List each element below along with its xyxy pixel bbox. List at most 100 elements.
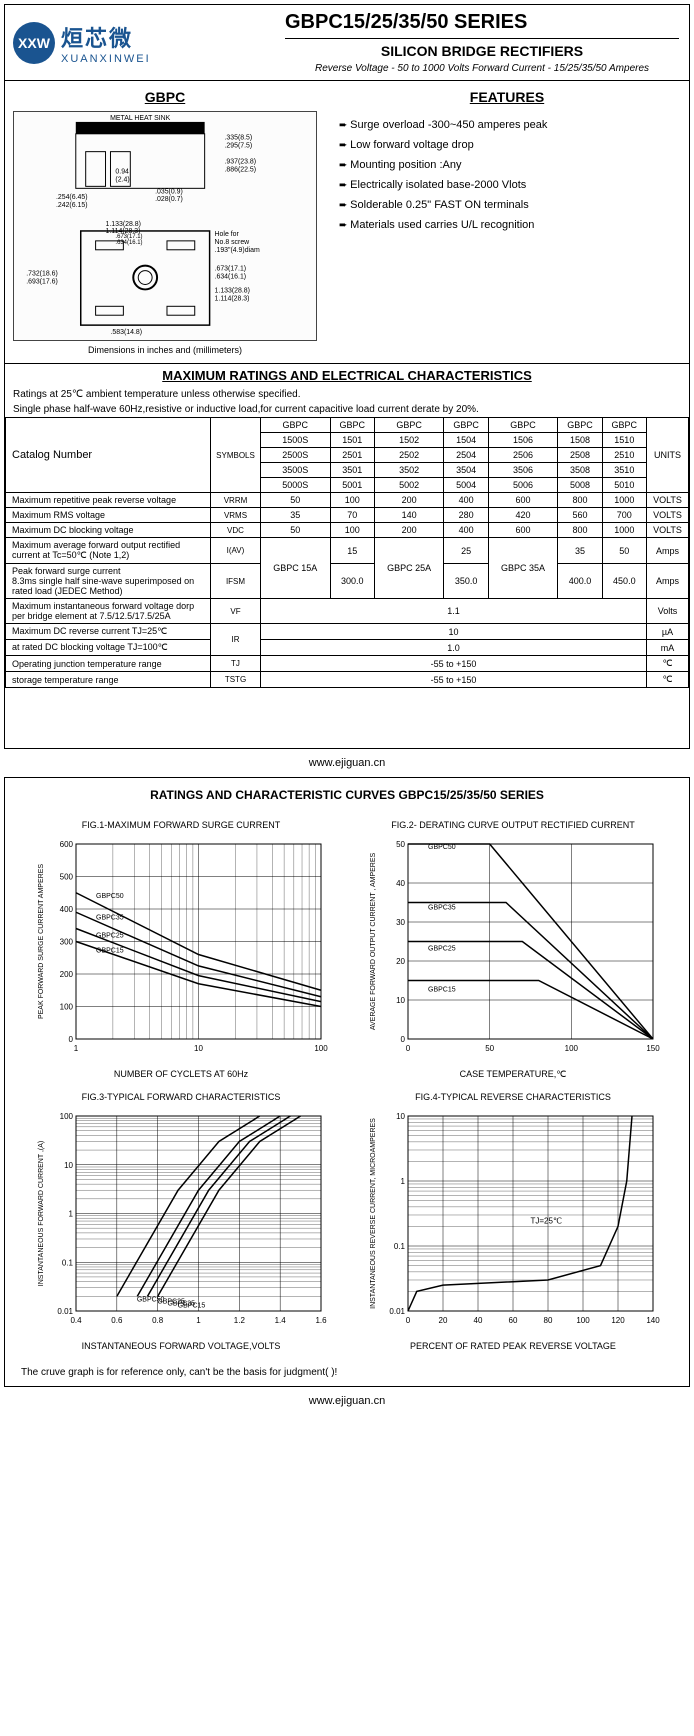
svg-text:1.133(28.8): 1.133(28.8) — [215, 287, 250, 294]
svg-text:.693(17.6): .693(17.6) — [26, 278, 58, 285]
fig2: FIG.2- DERATING CURVE OUTPUT RECTIFIED C… — [353, 820, 673, 1080]
svg-text:.634(16.1): .634(16.1) — [115, 240, 142, 246]
fig1: FIG.1-MAXIMUM FORWARD SURGE CURRENT 0100… — [21, 820, 341, 1080]
svg-text:60: 60 — [509, 1316, 518, 1325]
svg-text:0.94: 0.94 — [115, 168, 129, 175]
svg-text:.335(8.5): .335(8.5) — [224, 135, 252, 142]
feature-item: Low forward voltage drop — [339, 139, 675, 151]
spec-table: Catalog Number SYMBOLS GBPCGBPCGBPCGBPCG… — [5, 417, 689, 688]
svg-text:.028(0.7): .028(0.7) — [155, 196, 183, 203]
spec-line: Reverse Voltage - 50 to 1000 Volts Forwa… — [285, 63, 679, 74]
package-drawing: METAL HEAT SINK .335(8.5) .295(7.5) .937… — [13, 111, 317, 341]
package-cell: GBPC METAL HEAT SINK .335(8.5) .295(7.5)… — [5, 81, 325, 363]
svg-text:10: 10 — [396, 1112, 405, 1121]
svg-text:1: 1 — [401, 1177, 406, 1186]
svg-text:GBPC15: GBPC15 — [178, 1302, 206, 1309]
svg-text:GBPC25: GBPC25 — [96, 933, 124, 940]
fig2-chart: 01020304050050100150GBPC50GBPC35GBPC25GB… — [353, 834, 673, 1064]
sub-title: SILICON BRIDGE RECTIFIERS — [285, 43, 679, 59]
logo-text: 烜芯微 XUANXINWEI — [61, 21, 151, 65]
svg-text:80: 80 — [544, 1316, 553, 1325]
fig2-caption: FIG.2- DERATING CURVE OUTPUT RECTIFIED C… — [353, 820, 673, 830]
svg-text:300: 300 — [60, 938, 74, 947]
svg-text:METAL HEAT SINK: METAL HEAT SINK — [110, 115, 171, 122]
svg-text:No.8 screw: No.8 screw — [215, 239, 251, 246]
svg-text:1: 1 — [69, 1210, 74, 1219]
svg-text:.295(7.5): .295(7.5) — [224, 143, 252, 150]
svg-text:30: 30 — [396, 918, 405, 927]
header: XXW 烜芯微 XUANXINWEI GBPC15/25/35/50 SERIE… — [5, 5, 689, 81]
svg-text:10: 10 — [396, 996, 405, 1005]
svg-text:.673(17.1): .673(17.1) — [215, 266, 247, 273]
svg-text:GBPC15: GBPC15 — [96, 948, 124, 955]
svg-text:(2.4): (2.4) — [115, 176, 129, 183]
catalog-label: Catalog Number — [6, 418, 211, 493]
footer-url-1: www.ejiguan.cn — [0, 753, 694, 773]
footer-url-2: www.ejiguan.cn — [0, 1391, 694, 1411]
svg-text:.937(23.8): .937(23.8) — [224, 159, 256, 166]
svg-text:.242(6.15): .242(6.15) — [56, 202, 88, 209]
svg-text:20: 20 — [396, 957, 405, 966]
logo-block: XXW 烜芯微 XUANXINWEI — [5, 5, 275, 80]
svg-text:0.6: 0.6 — [111, 1316, 123, 1325]
ratings-section-title: MAXIMUM RATINGS AND ELECTRICAL CHARACTER… — [5, 363, 689, 387]
svg-text:0: 0 — [406, 1316, 411, 1325]
svg-text:GBPC50: GBPC50 — [428, 844, 456, 851]
logo-icon: XXW — [13, 22, 55, 64]
svg-text:PEAK FORWARD SURGE CURRENT AMP: PEAK FORWARD SURGE CURRENT AMPERES — [38, 864, 45, 1019]
fig2-xlabel: CASE TEMPERATURE,℃ — [353, 1069, 673, 1080]
feature-item: Surge overload -300~450 amperes peak — [339, 119, 675, 131]
svg-text:100: 100 — [314, 1044, 328, 1053]
svg-text:0.01: 0.01 — [389, 1307, 405, 1316]
page2-title: RATINGS AND CHARACTERISTIC CURVES GBPC15… — [5, 778, 689, 812]
svg-text:40: 40 — [474, 1316, 483, 1325]
feature-item: Mounting position :Any — [339, 159, 675, 171]
features-cell: FEATURES Surge overload -300~450 amperes… — [325, 81, 689, 363]
svg-text:1.6: 1.6 — [315, 1316, 327, 1325]
svg-text:200: 200 — [60, 970, 74, 979]
body-row: GBPC METAL HEAT SINK .335(8.5) .295(7.5)… — [5, 81, 689, 363]
svg-text:GBPC35: GBPC35 — [96, 914, 124, 921]
svg-text:50: 50 — [396, 840, 405, 849]
feature-item: Electrically isolated base-2000 Vlots — [339, 179, 675, 191]
fig3: FIG.3-TYPICAL FORWARD CHARACTERISTICS 0.… — [21, 1092, 341, 1351]
svg-text:1.114(28.3): 1.114(28.3) — [215, 295, 250, 302]
svg-text:AVERAGE FORWARD OUTPUT CURR: AVERAGE FORWARD OUTPUT CURRENT , AMPERES — [370, 852, 377, 1030]
svg-text:20: 20 — [439, 1316, 448, 1325]
svg-text:INSTANTANEOUS FORWARD CURREN: INSTANTANEOUS FORWARD CURRENT ,(A) — [38, 1141, 45, 1286]
fig4-xlabel: PERCENT OF RATED PEAK REVERSE VOLTAGE — [353, 1341, 673, 1351]
ratings-note2: Single phase half-wave 60Hz,resistive or… — [5, 402, 689, 417]
ratings-note1: Ratings at 25℃ ambient temperature unles… — [5, 387, 689, 402]
svg-text:1.2: 1.2 — [234, 1316, 246, 1325]
svg-text:50: 50 — [485, 1044, 494, 1053]
fig1-chart: 0100200300400500600110100GBPC50GBPC35GBP… — [21, 834, 341, 1064]
fig4-caption: FIG.4-TYPICAL REVERSE CHARACTERISTICS — [353, 1092, 673, 1102]
feature-item: Materials used carries U/L recognition — [339, 219, 675, 231]
svg-text:0: 0 — [69, 1035, 74, 1044]
svg-text:1: 1 — [196, 1316, 201, 1325]
package-dims-note: Dimensions in inches and (millimeters) — [13, 345, 317, 355]
svg-text:0.8: 0.8 — [152, 1316, 164, 1325]
svg-text:TJ=25℃: TJ=25℃ — [531, 1216, 562, 1225]
svg-text:10: 10 — [64, 1161, 73, 1170]
svg-text:Hole for: Hole for — [215, 231, 240, 238]
logo-cn: 烜芯微 — [61, 21, 151, 53]
fig3-caption: FIG.3-TYPICAL FORWARD CHARACTERISTICS — [21, 1092, 341, 1102]
svg-text:.583(14.8): .583(14.8) — [110, 329, 142, 336]
svg-text:.254(6.45): .254(6.45) — [56, 194, 88, 201]
svg-text:.732(18.6): .732(18.6) — [26, 271, 58, 278]
svg-text:0: 0 — [401, 1035, 406, 1044]
logo-en: XUANXINWEI — [61, 53, 151, 65]
fig4-chart: 0.010.1110020406080100120140TJ=25℃INSTAN… — [353, 1106, 673, 1336]
disclaimer: The cruve graph is for reference only, c… — [5, 1359, 689, 1386]
main-title: GBPC15/25/35/50 SERIES — [285, 11, 679, 39]
svg-text:INSTANTANEOUS REVERSE CURREN: INSTANTANEOUS REVERSE CURRENT, MICROAMPE… — [370, 1118, 377, 1309]
svg-text:100: 100 — [60, 1003, 74, 1012]
title-block: GBPC15/25/35/50 SERIES SILICON BRIDGE RE… — [275, 5, 689, 80]
svg-text:GBPC35: GBPC35 — [428, 905, 456, 912]
svg-text:GBPC25: GBPC25 — [428, 946, 456, 953]
svg-text:.634(16.1): .634(16.1) — [215, 274, 247, 281]
datasheet-page-2: RATINGS AND CHARACTERISTIC CURVES GBPC15… — [4, 777, 690, 1387]
svg-text:140: 140 — [646, 1316, 660, 1325]
svg-text:1.4: 1.4 — [275, 1316, 287, 1325]
